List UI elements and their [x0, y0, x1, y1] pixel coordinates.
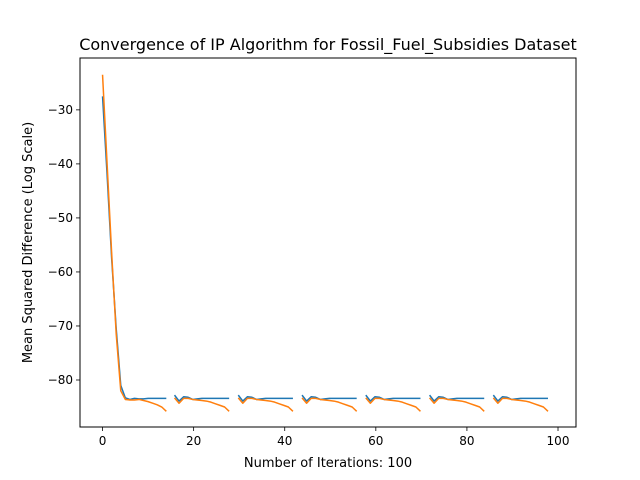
x-tick-label: 60	[368, 434, 383, 448]
x-tick-label: 100	[547, 434, 570, 448]
x-tick-label: 80	[459, 434, 474, 448]
series-0-segment-2	[237, 394, 293, 402]
chart-title: Convergence of IP Algorithm for Fossil_F…	[79, 35, 577, 55]
y-axis-label: Mean Squared Difference (Log Scale)	[21, 122, 36, 363]
y-tick-label: −50	[48, 211, 73, 225]
series-1-segment-1	[173, 397, 230, 412]
x-axis-label: Number of Iterations: 100	[244, 456, 412, 471]
series-1-segment-4	[365, 397, 421, 412]
series-1-segment-0	[101, 74, 167, 412]
y-tick-label: −60	[48, 265, 73, 279]
series-layer	[101, 74, 549, 412]
series-0-segment-1	[173, 394, 230, 402]
y-tick-label: −80	[48, 373, 73, 387]
plot-frame	[79, 57, 577, 428]
x-axis: 0 20 40 60 80 100	[99, 427, 570, 448]
x-tick-label: 40	[277, 434, 292, 448]
y-tick-label: −40	[48, 157, 73, 171]
x-tick-label: 20	[186, 434, 201, 448]
series-0-segment-6	[492, 394, 548, 402]
series-1-segment-3	[301, 397, 358, 412]
series-1-segment-5	[428, 397, 485, 412]
series-0-segment-5	[428, 394, 485, 402]
series-1-segment-6	[492, 397, 549, 412]
y-axis: −30 −40 −50 −60 −70 −80	[48, 103, 80, 387]
x-tick-label: 0	[99, 434, 107, 448]
y-tick-label: −70	[48, 319, 73, 333]
series-1-segment-2	[237, 397, 294, 412]
y-tick-label: −30	[48, 103, 73, 117]
series-0-segment-3	[301, 394, 357, 402]
series-0-segment-4	[365, 394, 421, 402]
